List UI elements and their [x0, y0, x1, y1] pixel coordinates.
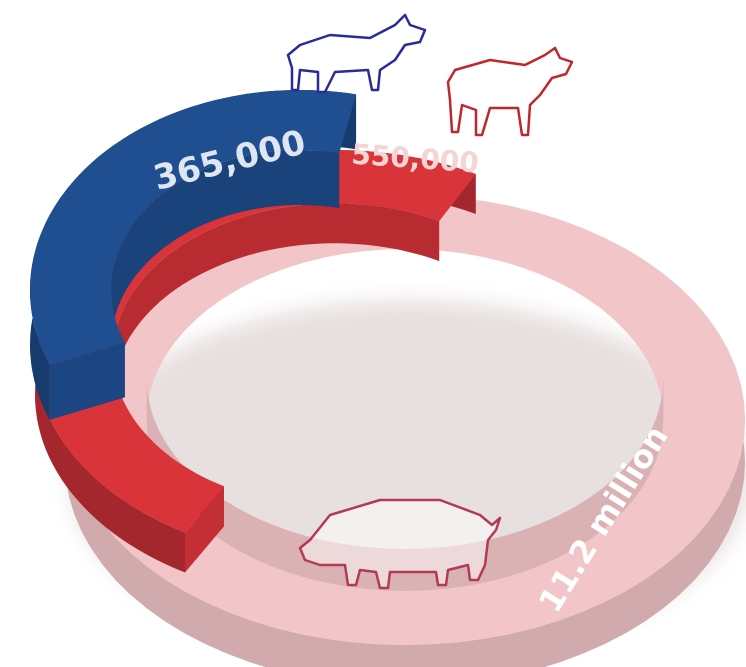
cow-red — [446, 46, 574, 137]
cow-blue — [286, 13, 427, 94]
segment-end — [49, 342, 125, 420]
segment-end — [185, 486, 224, 573]
segment-top — [30, 90, 357, 365]
ring-inner-side — [146, 378, 664, 591]
segment-inner-side — [111, 150, 340, 398]
ring-segment — [30, 90, 357, 420]
ring-segment — [65, 195, 745, 667]
rings — [30, 90, 745, 667]
pig — [298, 498, 502, 590]
animals — [286, 13, 574, 590]
segment-inner-side — [113, 203, 440, 527]
